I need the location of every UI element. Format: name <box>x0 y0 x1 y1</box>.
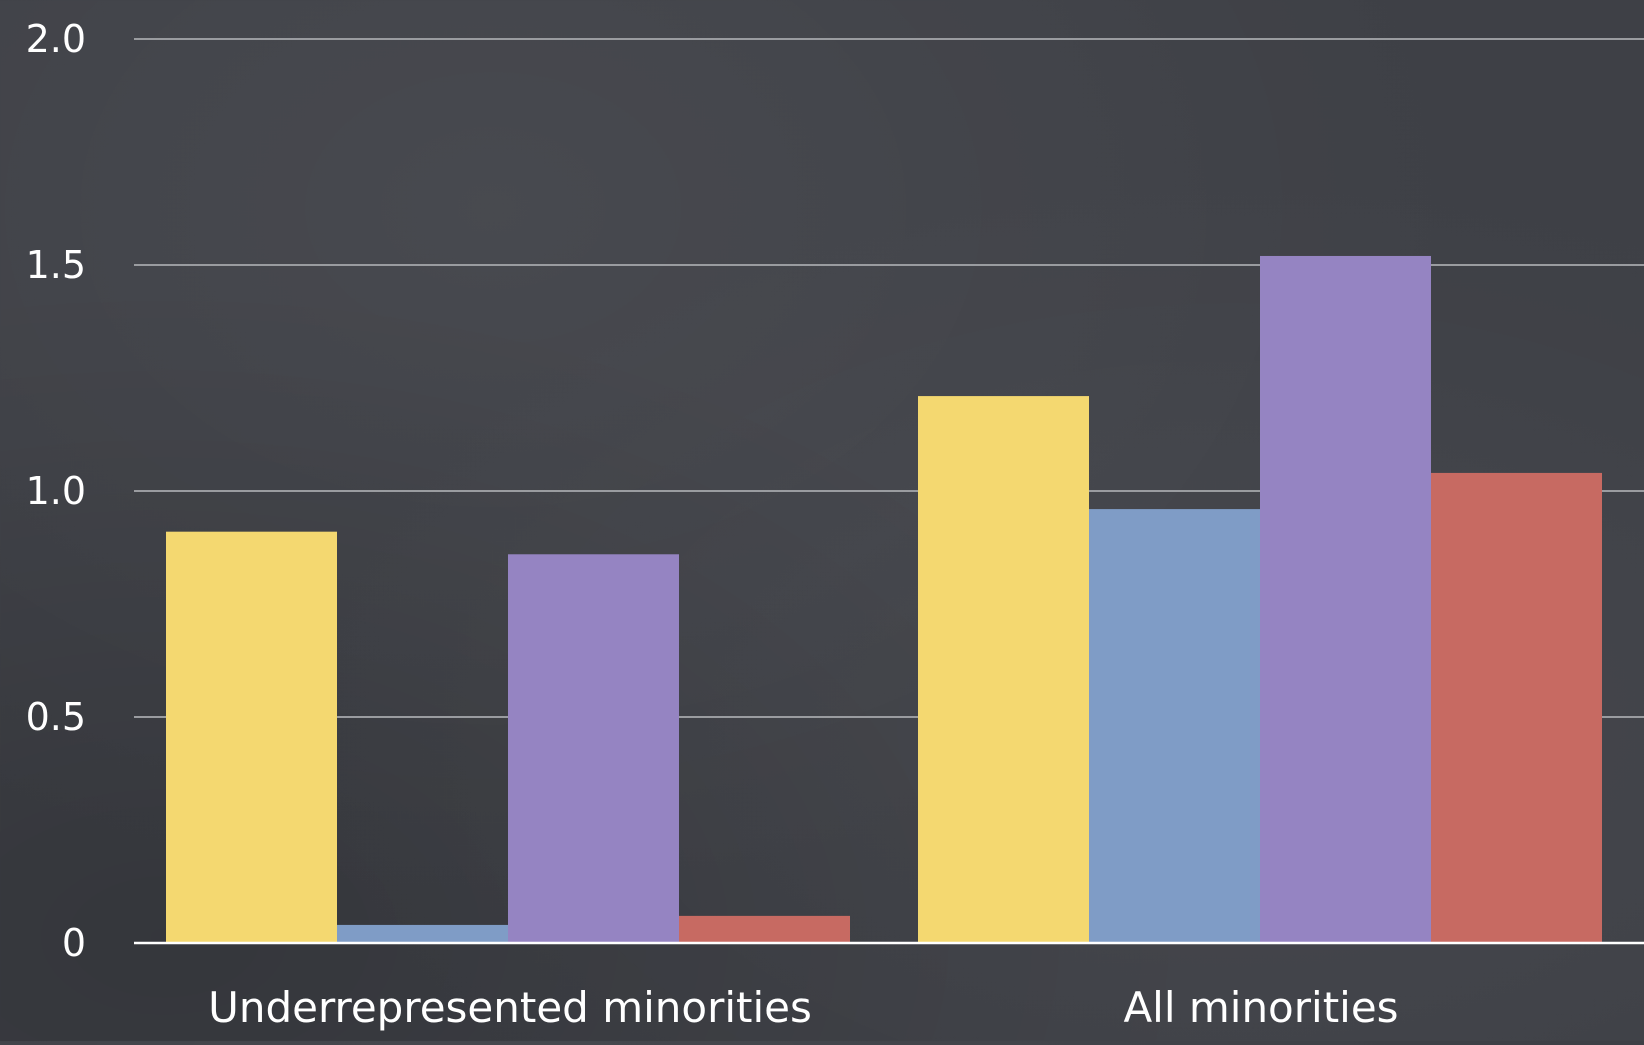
x-axis-labels: Underrepresented minorities All minoritie… <box>208 983 1398 1032</box>
bar <box>1431 472 1602 943</box>
x-category-label: All minorities <box>1123 983 1398 1032</box>
bars <box>166 255 1602 944</box>
y-tick-label: 0 <box>62 921 86 965</box>
y-tick-label: 0.5 <box>26 695 86 739</box>
bar <box>508 554 679 943</box>
y-tick-label: 2.0 <box>26 17 86 61</box>
y-tick-label: 1.0 <box>26 469 86 513</box>
y-axis-ticks: 0 0.5 1.0 1.5 2.0 <box>26 17 86 965</box>
bar <box>337 924 508 943</box>
bar <box>166 531 337 943</box>
y-tick-label: 1.5 <box>26 243 86 287</box>
bar <box>1260 255 1431 943</box>
bar <box>679 915 850 943</box>
x-category-label: Underrepresented minorities <box>208 983 812 1032</box>
bar <box>918 396 1089 944</box>
bar <box>1089 509 1260 943</box>
